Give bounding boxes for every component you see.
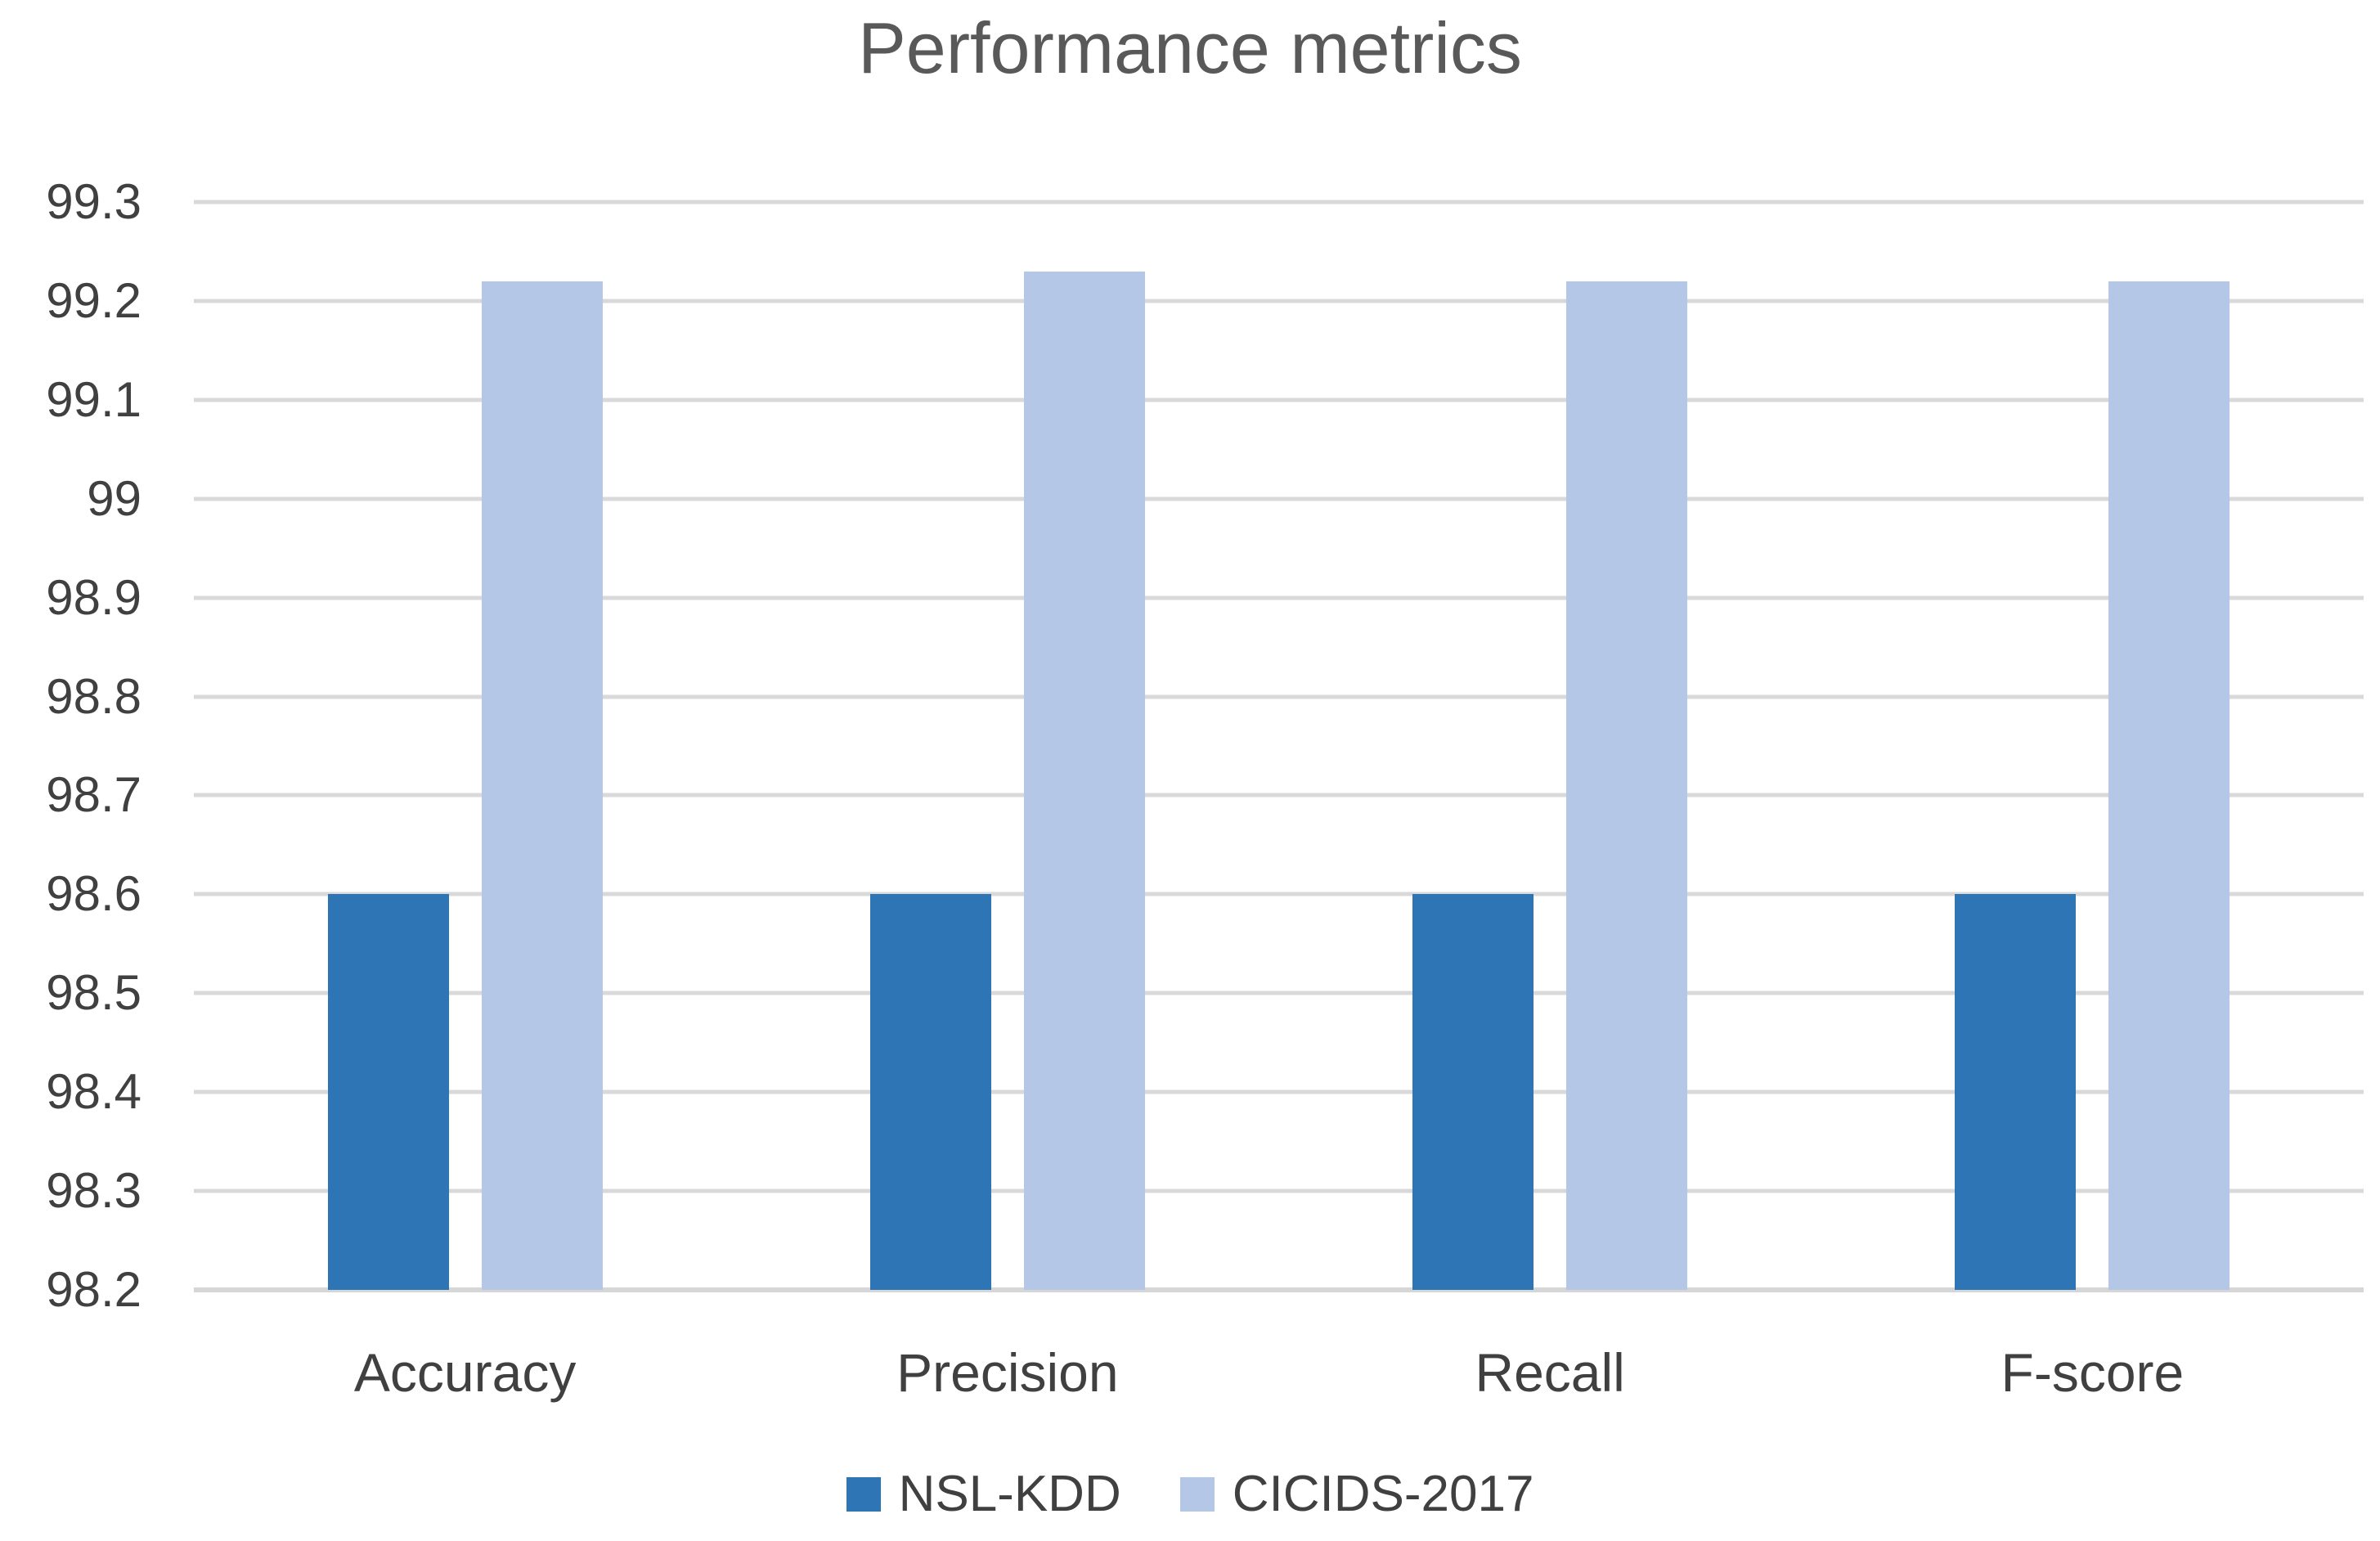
legend-item-nsl-kdd: NSL-KDD [846, 1469, 1121, 1520]
legend-label: CICIDS-2017 [1232, 1466, 1534, 1522]
bar-nsl-kdd [1955, 894, 2077, 1290]
bar-group-precision [736, 202, 1278, 1290]
bar-group-recall [1279, 202, 1821, 1290]
category-label: Recall [1475, 1342, 1625, 1403]
bar-cicids-2017 [1566, 281, 1688, 1290]
gridline [194, 991, 2364, 995]
y-tick-label: 98.5 [46, 965, 141, 1021]
bar-cicids-2017 [2108, 281, 2230, 1290]
legend: NSL-KDD CICIDS-2017 [0, 1469, 2380, 1520]
gridline [194, 398, 2364, 402]
y-tick-label: 98.3 [46, 1163, 141, 1219]
gridline [194, 1287, 2364, 1292]
chart-title: Performance metrics [858, 7, 1522, 88]
bar-groups [194, 202, 2364, 1290]
plot-area [194, 200, 2364, 1292]
bar-group-accuracy [194, 202, 736, 1290]
bar-nsl-kdd [869, 894, 991, 1290]
gridline [194, 1089, 2364, 1094]
y-tick-label: 99.3 [46, 174, 141, 229]
gridline [194, 892, 2364, 896]
y-tick-label: 98.2 [46, 1262, 141, 1317]
gridline [194, 595, 2364, 600]
bar-nsl-kdd [327, 894, 449, 1290]
legend-swatch [1179, 1477, 1215, 1512]
legend-label: NSL-KDD [898, 1466, 1121, 1522]
y-tick-label: 99 [87, 470, 141, 526]
gridline [194, 1188, 2364, 1193]
gridline [194, 496, 2364, 501]
legend-swatch [846, 1477, 881, 1512]
y-tick-label: 99.1 [46, 371, 141, 427]
x-axis: Accuracy Precision Recall F-score [194, 1341, 2364, 1404]
gridline [194, 694, 2364, 699]
gridline [194, 299, 2364, 303]
bar-cicids-2017 [481, 281, 603, 1290]
category-label: Precision [896, 1342, 1119, 1403]
y-axis: 99.3 99.2 99.1 99 98.9 98.8 98.7 98.6 98.5 98.4 98… [0, 177, 151, 1314]
y-tick-label: 98.9 [46, 569, 141, 625]
bar-cicids-2017 [1023, 271, 1145, 1290]
gridline [194, 793, 2364, 797]
bar-nsl-kdd [1412, 894, 1534, 1290]
y-tick-label: 98.7 [46, 767, 141, 823]
legend-item-cicids-2017: CICIDS-2017 [1179, 1466, 1534, 1522]
bar-group-f-score [1821, 202, 2364, 1290]
y-tick-label: 98.6 [46, 866, 141, 922]
y-tick-label: 99.2 [46, 272, 141, 328]
category-label: Accuracy [353, 1342, 577, 1403]
y-tick-label: 98.4 [46, 1064, 141, 1120]
y-tick-label: 98.8 [46, 668, 141, 724]
category-label: F-score [2001, 1342, 2185, 1403]
gridline [194, 200, 2364, 204]
